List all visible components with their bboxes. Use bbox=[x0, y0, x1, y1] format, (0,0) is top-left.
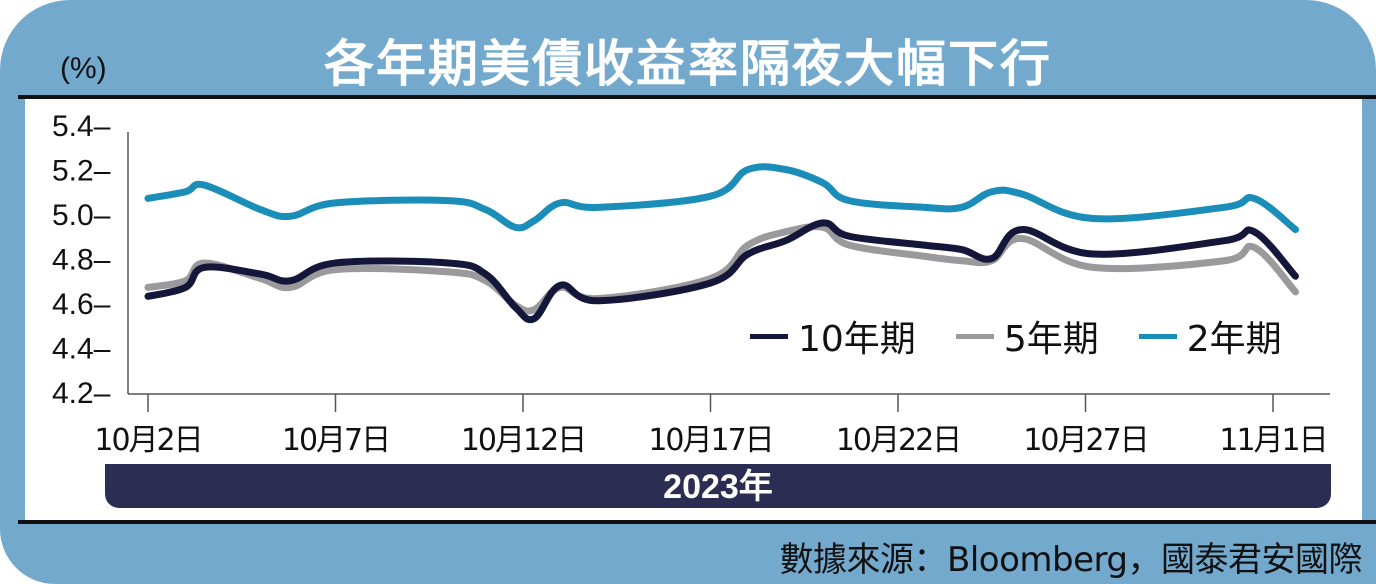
x-tick-label: 10月12日 bbox=[461, 423, 585, 458]
x-tick-label: 10月27日 bbox=[1023, 423, 1147, 458]
series-line-10y bbox=[144, 219, 1299, 324]
legend-item-5y: 5年期 bbox=[955, 310, 1099, 362]
x-tick-label: 10月7日 bbox=[282, 423, 389, 458]
y-axis-unit: (%) bbox=[60, 52, 107, 85]
legend: 10年期 5年期 2年期 bbox=[750, 310, 1282, 362]
bottom-divider bbox=[18, 520, 1376, 524]
series-line-5y bbox=[144, 223, 1299, 315]
legend-label-5y: 5年期 bbox=[1003, 319, 1099, 360]
y-tick-label: 5.4– bbox=[52, 110, 111, 143]
x-tick-label: 10月22日 bbox=[836, 423, 960, 458]
data-source: 數據來源：Bloomberg，國泰君安國際 bbox=[779, 540, 1363, 580]
year-label-bar: 2023年 bbox=[105, 464, 1331, 508]
legend-label-10y: 10年期 bbox=[798, 319, 916, 360]
plot-panel bbox=[25, 99, 1362, 520]
y-tick-label: 5.0– bbox=[52, 199, 111, 232]
y-tick-label: 4.4– bbox=[52, 333, 111, 366]
x-tick-label: 10月17日 bbox=[648, 423, 772, 458]
y-tick-label: 5.2– bbox=[52, 155, 111, 188]
legend-label-2y: 2年期 bbox=[1186, 319, 1282, 360]
legend-item-2y: 2年期 bbox=[1138, 310, 1282, 362]
legend-swatch-5y bbox=[955, 333, 994, 339]
x-tick-label: 11月1日 bbox=[1219, 423, 1326, 458]
y-tick-label: 4.8– bbox=[52, 244, 111, 277]
chart-title: 各年期美債收益率隔夜大幅下行 bbox=[324, 35, 1052, 93]
y-tick-label: 4.2– bbox=[52, 377, 111, 410]
series-line-2y bbox=[144, 163, 1299, 234]
legend-swatch-2y bbox=[1138, 333, 1177, 339]
legend-item-10y: 10年期 bbox=[750, 310, 916, 362]
top-divider bbox=[18, 95, 1376, 99]
x-tick-label: 10月2日 bbox=[94, 423, 201, 458]
legend-swatch-10y bbox=[750, 333, 788, 339]
y-tick-label: 4.6– bbox=[52, 288, 111, 321]
